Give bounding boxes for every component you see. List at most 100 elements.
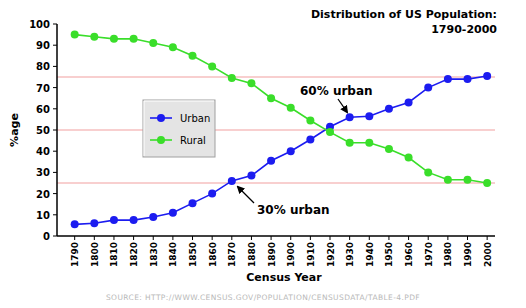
annotation-arrow — [338, 99, 347, 112]
x-tick — [192, 236, 193, 240]
data-point — [71, 31, 79, 39]
data-point — [287, 147, 295, 155]
x-tick-label: 1790 — [70, 242, 80, 267]
legend-highlight — [144, 101, 145, 156]
x-tick-label: 1970 — [424, 242, 434, 267]
data-point — [405, 154, 413, 162]
data-point — [483, 72, 491, 80]
data-point — [424, 168, 432, 176]
x-tick-label: 1830 — [149, 242, 159, 267]
x-tick — [251, 236, 252, 240]
data-point — [306, 136, 314, 144]
data-point — [130, 216, 138, 224]
title: Distribution of US Population: — [311, 8, 497, 21]
x-tick-label: 1950 — [384, 242, 394, 267]
data-point — [169, 43, 177, 51]
y-tick-label: 100 — [29, 19, 50, 30]
y-tick-label: 80 — [36, 61, 50, 72]
data-point — [90, 33, 98, 41]
data-point — [267, 94, 275, 102]
data-point — [90, 219, 98, 227]
y-tick — [53, 87, 57, 88]
y-tick — [53, 214, 57, 215]
x-tick — [271, 236, 272, 240]
annotation-arrow — [238, 187, 254, 203]
x-tick-label: 1940 — [365, 242, 375, 267]
data-point — [385, 145, 393, 153]
x-tick — [369, 236, 370, 240]
x-tick — [153, 236, 154, 240]
x-tick — [408, 236, 409, 240]
legend-label: Urban — [180, 113, 210, 124]
y-tick-label: 20 — [36, 189, 50, 200]
x-tick-label: 1920 — [326, 242, 336, 267]
x-tick — [428, 236, 429, 240]
data-point — [464, 75, 472, 83]
x-tick-label: 1980 — [443, 242, 453, 267]
x-tick — [310, 236, 311, 240]
data-point — [208, 62, 216, 70]
annotation: 60% urban — [300, 84, 373, 98]
y-tick — [53, 45, 57, 46]
y-tick-label: 70 — [36, 83, 50, 94]
y-tick — [53, 24, 57, 25]
x-tick-label: 1910 — [306, 242, 316, 267]
data-point — [149, 39, 157, 47]
legend-label: Rural — [180, 135, 206, 146]
x-tick-label: 1930 — [345, 242, 355, 267]
y-tick-label: 50 — [36, 125, 50, 136]
y-tick-label: 90 — [36, 40, 50, 51]
data-point — [346, 139, 354, 147]
chart: 0102030405060708090100179018001810182018… — [0, 0, 526, 308]
x-tick — [447, 236, 448, 240]
x-tick-label: 1990 — [463, 242, 473, 267]
data-point — [208, 190, 216, 198]
data-point — [444, 176, 452, 184]
data-point — [483, 179, 491, 187]
y-tick-label: 10 — [36, 210, 50, 221]
data-point — [365, 112, 373, 120]
legend-highlight — [144, 101, 214, 102]
y-tick — [53, 130, 57, 131]
x-tick-label: 1860 — [208, 242, 218, 267]
x-tick — [388, 236, 389, 240]
x-tick — [133, 236, 134, 240]
x-tick-label: 1810 — [109, 242, 119, 267]
data-point — [71, 220, 79, 228]
data-point — [169, 209, 177, 217]
data-point — [110, 35, 118, 43]
reference-line — [57, 129, 495, 130]
data-point — [267, 157, 275, 165]
data-point — [228, 74, 236, 82]
x-tick-label: 1900 — [286, 242, 296, 267]
data-point — [346, 113, 354, 121]
data-point — [464, 176, 472, 184]
y-tick — [53, 172, 57, 173]
y-tick — [53, 151, 57, 152]
series-line — [75, 76, 487, 224]
x-tick — [349, 236, 350, 240]
x-tick-label: 1800 — [90, 242, 100, 267]
series-line — [75, 35, 487, 183]
y-tick — [53, 236, 57, 237]
data-point — [424, 84, 432, 92]
x-tick — [212, 236, 213, 240]
x-tick — [290, 236, 291, 240]
data-point — [326, 128, 334, 136]
x-tick — [231, 236, 232, 240]
x-tick-label: 1850 — [188, 242, 198, 267]
x-tick — [172, 236, 173, 240]
x-tick-label: 1840 — [168, 242, 178, 267]
x-tick — [330, 236, 331, 240]
data-point — [247, 172, 255, 180]
reference-line — [57, 182, 495, 183]
y-tick — [53, 193, 57, 194]
data-point — [189, 52, 197, 60]
y-tick-label: 30 — [36, 167, 50, 178]
data-point — [306, 116, 314, 124]
y-tick-label: 0 — [43, 231, 50, 242]
legend-box — [143, 100, 215, 157]
subtitle: 1790-2000 — [431, 23, 497, 36]
x-tick-label: 1820 — [129, 242, 139, 267]
data-point — [228, 177, 236, 185]
